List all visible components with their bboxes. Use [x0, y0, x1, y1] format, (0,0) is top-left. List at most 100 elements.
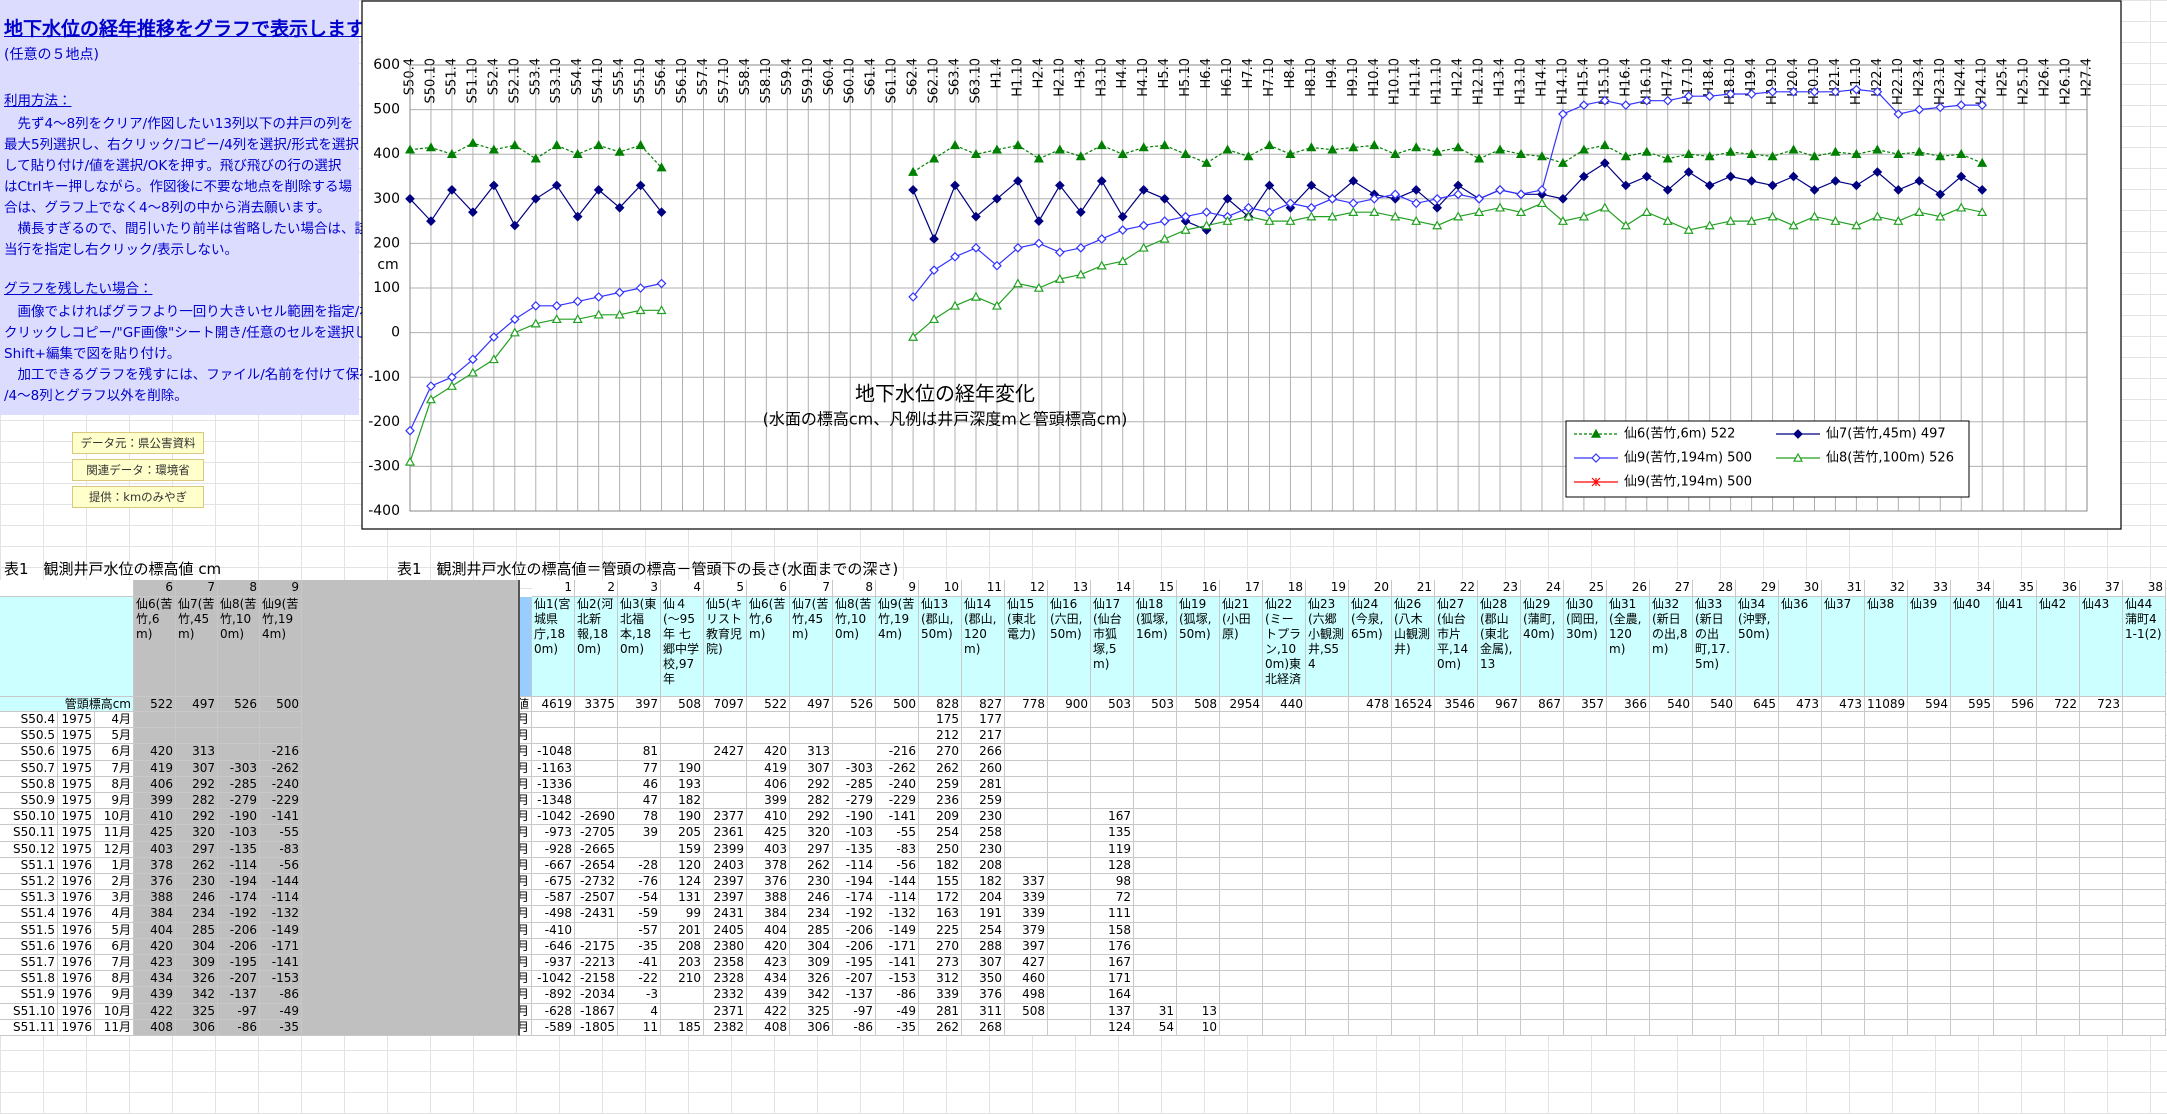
value: 2399	[704, 841, 747, 858]
marker	[1557, 215, 1568, 225]
column-header: 仙37	[1822, 597, 1865, 697]
value: -132	[876, 906, 919, 923]
value	[661, 987, 704, 1004]
value: -2665	[575, 841, 618, 858]
value	[1693, 809, 1736, 826]
value	[1994, 841, 2037, 858]
value: 254	[919, 825, 962, 842]
column-number: 8	[218, 580, 260, 597]
era: S51.10	[0, 1003, 58, 1020]
marker	[1369, 206, 1380, 216]
value	[1650, 971, 1693, 988]
month: 11月	[95, 1019, 134, 1036]
value: 376	[747, 874, 790, 891]
keep-line: 画像でよければグラフより一回り大きいセル範囲を指定/右	[4, 304, 373, 320]
year: 1976	[58, 874, 95, 891]
value	[1564, 809, 1607, 826]
value	[1908, 760, 1951, 777]
value	[532, 712, 575, 729]
value	[1994, 809, 2037, 826]
value	[2080, 712, 2123, 729]
marker	[1075, 151, 1086, 161]
value: 282	[176, 793, 218, 810]
value	[2123, 971, 2166, 988]
x-tick-label: S63.4	[948, 58, 963, 95]
value	[1822, 841, 1865, 858]
value	[1865, 955, 1908, 972]
value	[1091, 760, 1134, 777]
value	[1908, 825, 1951, 842]
x-tick-label: H11.4	[1409, 58, 1424, 97]
value	[1392, 841, 1435, 858]
x-tick-label: S58.10	[759, 58, 774, 103]
marker	[1914, 146, 1925, 156]
marker	[1096, 260, 1107, 270]
column-number: 5	[704, 580, 747, 597]
value	[2123, 744, 2166, 761]
value: -97	[833, 1003, 876, 1020]
value	[1736, 841, 1779, 858]
marker	[404, 456, 416, 466]
value	[1693, 955, 1736, 972]
value: 2371	[704, 1003, 747, 1020]
x-tick-label: H6.10	[1220, 58, 1235, 97]
marker	[1180, 224, 1191, 234]
marker	[1054, 144, 1065, 154]
value: 159	[661, 841, 704, 858]
era: S50.5	[0, 728, 58, 745]
value	[1822, 1019, 1865, 1036]
value	[1521, 809, 1564, 826]
marker	[489, 180, 499, 191]
value	[1779, 987, 1822, 1004]
value	[1564, 728, 1607, 745]
value	[1220, 971, 1263, 988]
value	[1693, 841, 1736, 858]
value	[1994, 971, 2037, 988]
marker	[1914, 176, 1925, 186]
marker	[1327, 144, 1338, 154]
marker	[426, 381, 436, 391]
value	[1435, 938, 1478, 955]
year: 1975	[58, 728, 95, 745]
x-tick-label: S61.10	[885, 58, 900, 103]
value	[1220, 809, 1263, 826]
value	[1607, 890, 1650, 907]
value: 209	[919, 809, 962, 826]
x-tick-label: H2.4	[1031, 58, 1046, 88]
x-tick-label: S51.4	[444, 58, 459, 95]
marker	[1180, 211, 1191, 222]
value: 13	[1177, 1003, 1220, 1020]
value	[2037, 987, 2080, 1004]
era: S50.4	[0, 712, 58, 729]
value	[2123, 841, 2166, 858]
base-value: 503	[1134, 697, 1177, 712]
value	[1091, 793, 1134, 810]
value	[2037, 874, 2080, 891]
legend-label: 仙6(苦竹,6m) 522	[1624, 426, 1735, 442]
value: -303	[833, 760, 876, 777]
year: 1976	[58, 922, 95, 939]
marker	[1201, 220, 1212, 230]
value	[1779, 890, 1822, 907]
marker	[1138, 142, 1149, 152]
value	[2123, 857, 2166, 874]
value	[1220, 760, 1263, 777]
marker	[1788, 144, 1799, 154]
month: 10月	[95, 809, 134, 826]
value: -83	[260, 841, 302, 858]
value	[1779, 857, 1822, 874]
value	[1134, 793, 1177, 810]
source-button[interactable]: 提供：kmのみやぎ	[72, 486, 204, 508]
base-value: 503	[1091, 697, 1134, 712]
value	[134, 728, 176, 745]
source-button[interactable]: 関連データ：環境省	[72, 459, 204, 481]
column-number: 1	[532, 580, 575, 597]
marker	[1432, 146, 1443, 156]
source-button[interactable]: データ元：県公害資料	[72, 432, 204, 454]
value	[1736, 922, 1779, 939]
value	[1607, 712, 1650, 729]
x-tick-label: H10.10	[1388, 58, 1403, 105]
value	[1521, 874, 1564, 891]
marker	[970, 291, 982, 301]
value	[1951, 744, 1994, 761]
